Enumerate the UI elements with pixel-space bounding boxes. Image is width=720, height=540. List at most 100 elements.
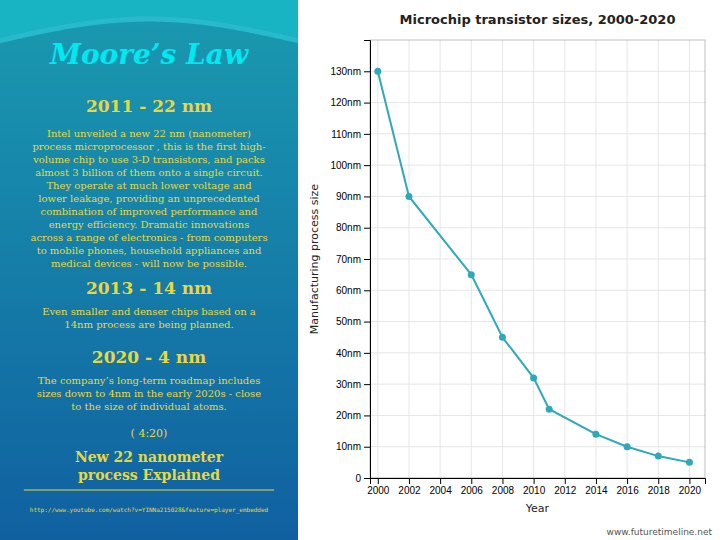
point (655, 453, 662, 460)
x-tick: 2006 (461, 478, 484, 496)
y-tick: 40nm (336, 348, 370, 359)
x-tick-label: 2014 (585, 485, 608, 496)
grid-line-y (370, 102, 705, 103)
x-tick-mark (471, 478, 472, 484)
x-tick-label: 2018 (648, 485, 671, 496)
x-axis-title: Year (525, 502, 550, 515)
x-tick-mark (502, 478, 503, 484)
x-tick: 2010 (523, 478, 546, 496)
marks (374, 68, 693, 466)
y-tick-label: 0 (355, 473, 361, 484)
grid-line-y (370, 165, 705, 166)
point (686, 459, 693, 466)
chart-title: Microchip transistor sizes, 2000-2020 (400, 12, 676, 27)
y-tick-mark (364, 103, 370, 104)
point (374, 68, 381, 75)
y-tick-mark (364, 290, 370, 291)
point (499, 334, 506, 341)
y-tick: 130nm (330, 66, 370, 77)
x-axis-line (371, 479, 706, 485)
y-tick-label: 100nm (330, 160, 361, 171)
x-tick-label: 2000 (367, 485, 390, 496)
y-tick: 10nm (336, 441, 370, 452)
x-tick: 2020 (679, 478, 702, 496)
x-tick: 2002 (398, 478, 421, 496)
y-tick-mark (364, 447, 370, 448)
y-tick-mark (364, 228, 370, 229)
point (468, 271, 475, 278)
reference: ( 4:20) (131, 427, 168, 440)
y-tick-label: 70nm (336, 254, 361, 265)
y-tick-mark (364, 196, 370, 197)
point (592, 431, 599, 438)
y-tick: 30nm (336, 379, 370, 390)
x-tick-mark (658, 478, 659, 484)
point (624, 443, 631, 450)
x-tick-label: 2002 (398, 485, 421, 496)
x-tick: 2012 (554, 478, 577, 496)
grid (370, 40, 705, 478)
y-tick: 120nm (330, 97, 370, 108)
body-text: Intel unveiled a new 22 nm (nanometer)pr… (30, 128, 267, 269)
info-panel: Moore’s Law 2011 - 22 nm Intel unveiled a … (0, 0, 298, 540)
x-tick-label: 2006 (461, 485, 484, 496)
x-tick-label: 2008 (492, 485, 515, 496)
y-axis-line (364, 41, 371, 479)
y-tick-label: 110nm (331, 129, 361, 140)
y-tick-label: 20nm (336, 410, 361, 421)
x-axis: 2000 2002 2004 2006 2008 2010 2012 2014 2016 2018… (367, 478, 705, 496)
y-tick-label: 10nm (336, 441, 361, 452)
y-tick-label: 60nm (336, 285, 361, 296)
chart-texts: Microchip transistor sizes, 2000-2020 Yea… (308, 12, 712, 537)
x-tick-label: 2012 (554, 485, 577, 496)
x-tick: 2016 (616, 478, 639, 496)
y-tick: 50nm (336, 316, 370, 327)
x-tick-label: 2004 (429, 485, 452, 496)
x-tick-mark (440, 478, 441, 484)
link-text: New 22 nanometerprocess Explained (75, 449, 224, 483)
heading: 2011 - 22 nm (86, 96, 212, 116)
y-tick-label: 30nm (336, 379, 361, 390)
y-axis-title: Manufacturing process size (308, 184, 321, 334)
y-tick-label: 40nm (336, 348, 361, 359)
chart: 2000 2002 2004 2006 2008 2010 2012 2014 2016 2018… (330, 40, 705, 496)
y-tick: 100nm (330, 160, 370, 171)
grid-line-y (370, 321, 705, 322)
y-tick: 110nm (331, 129, 370, 140)
x-tick-mark (689, 478, 690, 484)
x-tick-label: 2020 (679, 485, 702, 496)
link-url: http://www.youtube.com/watch?v=YINNa2150… (30, 506, 269, 514)
body-text: The company’s long-term roadmap includes… (37, 375, 261, 412)
point (405, 193, 412, 200)
grid-line-y (370, 196, 705, 197)
y-tick-mark (364, 259, 370, 260)
x-tick-mark (565, 478, 566, 484)
line (378, 71, 690, 462)
y-tick: 80nm (336, 222, 370, 233)
y-tick-mark (364, 322, 370, 323)
y-tick-mark (364, 134, 370, 135)
y-tick-label: 50nm (336, 316, 361, 327)
x-tick: 2000 (367, 478, 390, 496)
panel-title: Moore’s Law (49, 38, 249, 71)
y-tick: 90nm (336, 191, 370, 202)
source: www.futuretimeline.net (607, 527, 713, 537)
x-tick: 2018 (648, 478, 671, 496)
y-tick: 20nm (336, 410, 370, 421)
grid-line-y (370, 415, 705, 416)
y-tick: 0 (355, 473, 370, 484)
x-tick-label: 2016 (616, 485, 639, 496)
y-tick-mark (364, 415, 370, 416)
grid-line-y (370, 446, 705, 447)
body-text: Even smaller and denser chips based on a… (42, 306, 256, 330)
heading: 2020 - 4 nm (92, 347, 206, 367)
y-tick-label: 120nm (330, 97, 361, 108)
x-tick: 2004 (429, 478, 452, 496)
x-tick-mark (627, 478, 628, 484)
y-axis: 0 10nm 20nm 30nm 40nm 50nm 60nm 70nm 80nm 90nm 100… (330, 41, 370, 484)
y-tick-label: 130nm (330, 66, 361, 77)
x-tick-mark (409, 478, 410, 484)
y-tick: 60nm (336, 285, 370, 296)
x-tick-mark (534, 478, 535, 484)
x-tick-mark (596, 478, 597, 484)
